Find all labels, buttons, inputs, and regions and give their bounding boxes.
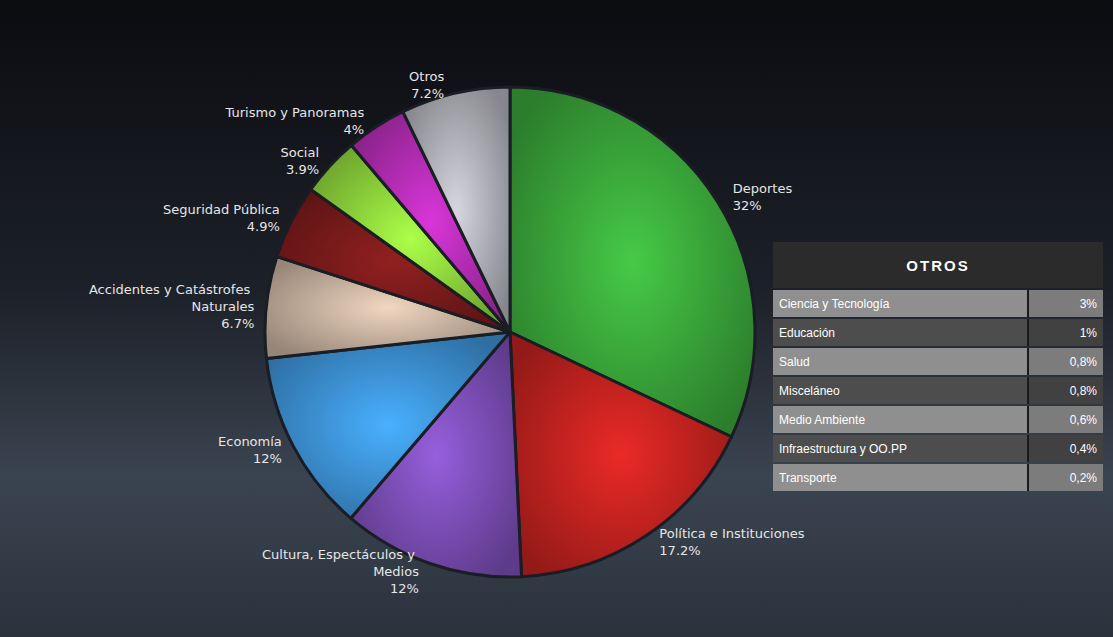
html-text:Ciencia y Tecnología: Ciencia y Tecnología xyxy=(779,296,890,311)
html-text:Misceláneo: Misceláneo xyxy=(779,383,840,398)
svg-text:6.7%: 6.7% xyxy=(221,316,254,331)
html-text:0,4%: 0,4% xyxy=(1069,441,1097,456)
svg-text:12%: 12% xyxy=(390,581,419,596)
svg-text:Medios: Medios xyxy=(373,564,419,579)
svg-text:Social: Social xyxy=(280,145,319,160)
html-text:Infraestructura y OO.PP: Infraestructura y OO.PP xyxy=(779,441,907,456)
svg-text:Cultura, Espectáculos y: Cultura, Espectáculos y xyxy=(262,547,419,562)
svg-text:4.9%: 4.9% xyxy=(247,219,280,234)
svg-text:Seguridad Pública: Seguridad Pública xyxy=(163,202,280,217)
html-text:0,6%: 0,6% xyxy=(1069,412,1097,427)
html-text:Salud: Salud xyxy=(779,354,810,369)
svg-text:12%: 12% xyxy=(253,451,282,466)
html-text:0,8%: 0,8% xyxy=(1069,383,1097,398)
svg-text:Accidentes y Catástrofes: Accidentes y Catástrofes xyxy=(89,282,254,297)
html-text:Transporte: Transporte xyxy=(779,470,837,485)
svg-text:Turismo y Panoramas: Turismo y Panoramas xyxy=(225,105,365,120)
html-text:Educación: Educación xyxy=(779,325,835,340)
svg-text:Política e Instituciones: Política e Instituciones xyxy=(659,526,804,541)
svg-text:Deportes: Deportes xyxy=(733,181,793,196)
html-text:0,2%: 0,2% xyxy=(1069,470,1097,485)
svg-text:7.2%: 7.2% xyxy=(411,86,444,101)
html-text:OTROS: OTROS xyxy=(906,256,970,274)
svg-text:Economía: Economía xyxy=(218,434,282,449)
svg-text:17.2%: 17.2% xyxy=(659,543,700,558)
svg-text:3.9%: 3.9% xyxy=(286,162,319,177)
html-text:Medio Ambiente: Medio Ambiente xyxy=(779,412,866,427)
svg-text:Naturales: Naturales xyxy=(192,299,255,314)
svg-text:32%: 32% xyxy=(733,198,762,213)
html-text:1%: 1% xyxy=(1079,325,1097,340)
svg-text:Otros: Otros xyxy=(409,69,444,84)
svg-text:4%: 4% xyxy=(344,122,365,137)
html-text:0,8%: 0,8% xyxy=(1069,354,1097,369)
html-text:3%: 3% xyxy=(1079,296,1097,311)
